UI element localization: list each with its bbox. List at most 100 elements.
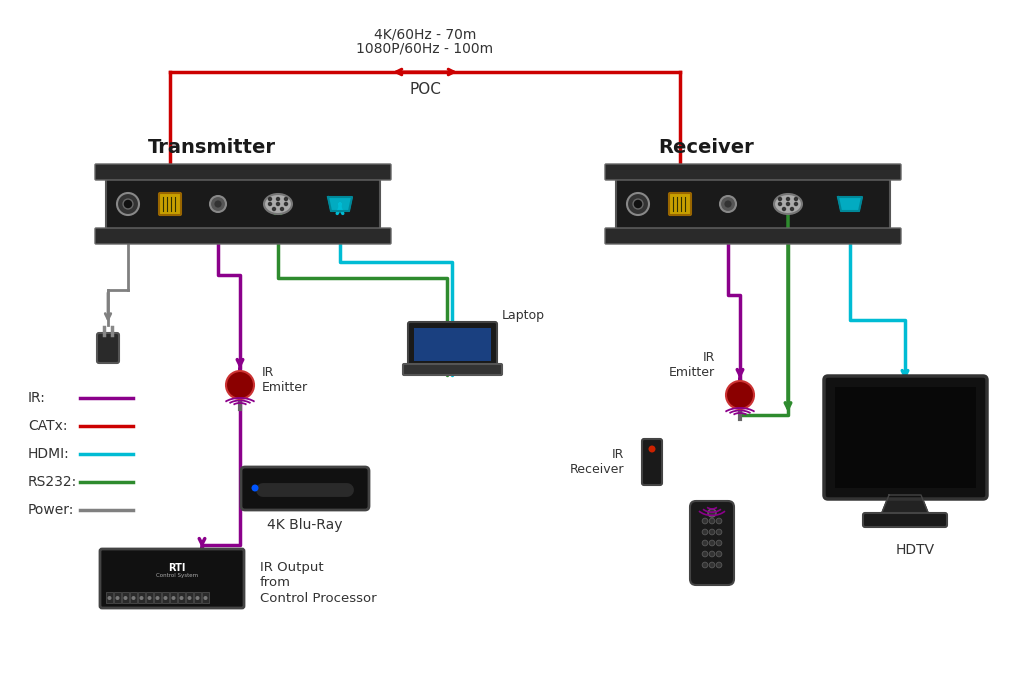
Circle shape [147, 596, 152, 600]
Circle shape [716, 518, 722, 524]
FancyBboxPatch shape [835, 387, 976, 488]
Circle shape [281, 207, 284, 211]
Text: POC: POC [409, 82, 441, 97]
Text: Transmitter: Transmitter [148, 138, 276, 157]
Text: Power:: Power: [28, 503, 75, 517]
Bar [202, 592, 209, 603]
FancyBboxPatch shape [408, 322, 497, 367]
Ellipse shape [264, 194, 292, 214]
Circle shape [710, 529, 715, 535]
FancyBboxPatch shape [95, 228, 391, 244]
Bar [130, 592, 137, 603]
Circle shape [117, 193, 139, 215]
Circle shape [285, 203, 288, 205]
FancyBboxPatch shape [106, 173, 380, 235]
Circle shape [710, 518, 715, 524]
Text: Laptop: Laptop [502, 308, 545, 321]
Text: 4K Blu-Ray: 4K Blu-Ray [267, 518, 343, 532]
Bar [162, 592, 169, 603]
Circle shape [702, 540, 708, 546]
Bar [194, 592, 201, 603]
Circle shape [179, 596, 183, 600]
Circle shape [196, 596, 200, 600]
Polygon shape [881, 495, 929, 515]
Polygon shape [838, 197, 862, 211]
Circle shape [702, 551, 708, 557]
FancyBboxPatch shape [669, 193, 691, 215]
Circle shape [131, 596, 135, 600]
Text: IR Output
from
Control Processor: IR Output from Control Processor [260, 561, 377, 604]
Circle shape [710, 562, 715, 568]
Circle shape [116, 596, 120, 600]
Text: CATx:: CATx: [28, 419, 68, 433]
Bar [106, 592, 113, 603]
Bar [154, 592, 161, 603]
FancyBboxPatch shape [616, 173, 890, 235]
Circle shape [778, 198, 781, 201]
FancyBboxPatch shape [605, 228, 901, 244]
FancyBboxPatch shape [824, 376, 987, 499]
FancyBboxPatch shape [863, 513, 947, 527]
Circle shape [786, 203, 790, 205]
Circle shape [716, 551, 722, 557]
Bar [178, 592, 185, 603]
Circle shape [210, 196, 226, 212]
Circle shape [633, 199, 643, 209]
Text: RTI: RTI [168, 563, 185, 573]
Circle shape [716, 529, 722, 535]
FancyBboxPatch shape [159, 193, 181, 215]
Bar [170, 592, 177, 603]
Bar [186, 592, 193, 603]
Text: Control System: Control System [156, 574, 198, 578]
Circle shape [124, 596, 128, 600]
Text: HDTV: HDTV [895, 543, 935, 557]
Circle shape [726, 381, 754, 409]
Circle shape [252, 484, 258, 492]
Text: IR
Emitter: IR Emitter [262, 366, 308, 394]
FancyBboxPatch shape [403, 364, 502, 375]
FancyBboxPatch shape [241, 467, 369, 510]
Circle shape [214, 201, 221, 207]
Bar [122, 592, 129, 603]
Circle shape [268, 198, 271, 201]
Circle shape [648, 445, 655, 452]
Bar [146, 592, 153, 603]
Circle shape [716, 540, 722, 546]
FancyBboxPatch shape [97, 333, 119, 363]
Text: IR
Receiver: IR Receiver [569, 448, 624, 476]
Text: Receiver: Receiver [658, 138, 754, 157]
Bar [138, 592, 145, 603]
Circle shape [708, 509, 716, 517]
FancyBboxPatch shape [95, 164, 391, 180]
Text: 4K/60Hz - 70m: 4K/60Hz - 70m [374, 28, 476, 42]
FancyBboxPatch shape [642, 439, 662, 485]
Circle shape [778, 203, 781, 205]
Circle shape [716, 562, 722, 568]
FancyBboxPatch shape [605, 164, 901, 180]
Circle shape [702, 529, 708, 535]
Circle shape [171, 596, 175, 600]
Circle shape [123, 199, 133, 209]
FancyBboxPatch shape [100, 549, 244, 608]
Circle shape [276, 203, 280, 205]
Circle shape [187, 596, 191, 600]
Text: IR:: IR: [28, 391, 46, 405]
Text: IR
Emitter: IR Emitter [669, 351, 715, 379]
Circle shape [724, 201, 731, 207]
Circle shape [720, 196, 736, 212]
Circle shape [702, 562, 708, 568]
Circle shape [710, 551, 715, 557]
Circle shape [710, 540, 715, 546]
Circle shape [702, 518, 708, 524]
Circle shape [108, 596, 112, 600]
Bar [114, 592, 121, 603]
Circle shape [156, 596, 160, 600]
Circle shape [782, 207, 785, 211]
Circle shape [795, 203, 798, 205]
Circle shape [786, 198, 790, 201]
Text: RS232:: RS232: [28, 475, 77, 489]
Text: HDMI:: HDMI: [28, 447, 70, 461]
Circle shape [276, 198, 280, 201]
Circle shape [795, 198, 798, 201]
Circle shape [139, 596, 143, 600]
